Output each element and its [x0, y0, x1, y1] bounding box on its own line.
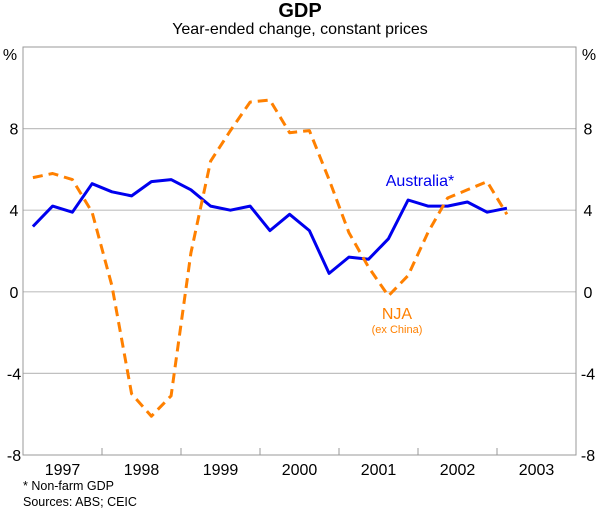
footnote: * Non-farm GDP — [23, 479, 114, 493]
y-axis-unit-left: % — [3, 47, 17, 64]
x-tick-label: 2001 — [361, 462, 397, 479]
y-tick-label-left: 8 — [10, 122, 19, 139]
y-tick-label-left: 0 — [10, 285, 19, 302]
y-tick-label-left: -4 — [7, 366, 21, 383]
y-tick-label-left: -8 — [7, 448, 21, 465]
legend-nja: NJA — [382, 306, 413, 323]
series-line-australia — [31, 178, 508, 275]
x-tick-label: 1997 — [45, 462, 81, 479]
x-tick-label: 2003 — [519, 462, 555, 479]
y-tick-label-right: -4 — [581, 366, 595, 383]
series-line-nja — [32, 98, 509, 418]
y-tick-label-right: 8 — [584, 122, 593, 139]
x-tick-label: 1999 — [203, 462, 239, 479]
sources-note: Sources: ABS; CEIC — [23, 495, 137, 509]
y-tick-label-left: 4 — [10, 203, 19, 220]
legend-nja-sublabel: (ex China) — [372, 324, 423, 336]
y-tick-label-right: 0 — [584, 285, 593, 302]
y-tick-label-right: 4 — [584, 203, 593, 220]
x-tick-label: 1998 — [124, 462, 160, 479]
chart-subtitle: Year-ended change, constant prices — [172, 21, 428, 38]
y-tick-label-right: -8 — [581, 448, 595, 465]
x-tick-label: 2000 — [282, 462, 318, 479]
x-tick-label: 2002 — [440, 462, 476, 479]
y-axis-unit-right: % — [582, 47, 596, 64]
plot-frame — [22, 46, 577, 456]
chart-title: GDP — [278, 0, 322, 22]
legend-australia: Australia* — [386, 173, 454, 190]
